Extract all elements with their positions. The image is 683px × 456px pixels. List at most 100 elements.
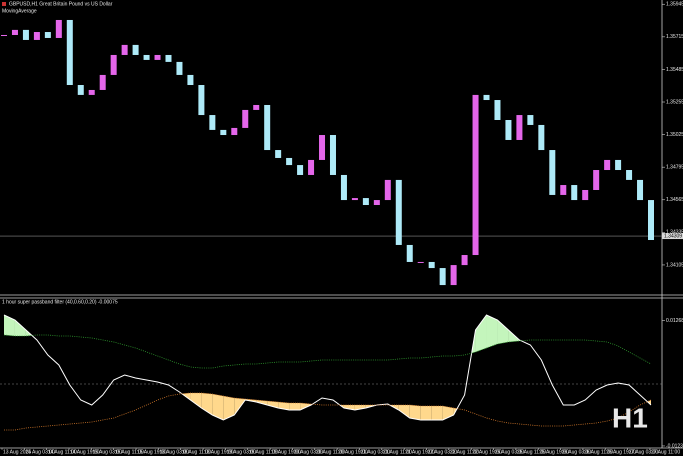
- band-fill: [289, 403, 301, 410]
- candle: [351, 198, 358, 201]
- candle: [527, 115, 534, 125]
- indicator-title: 1 hour super passband filter (40,0.60,0.…: [2, 299, 118, 305]
- x-tick-label: 14 Aug 19:00: [70, 449, 100, 455]
- candle: [450, 265, 457, 286]
- y-tick-label: 1.35025: [666, 132, 683, 138]
- candle: [538, 124, 545, 151]
- band-fill: [475, 315, 487, 352]
- y-tick-label: 1.35715: [666, 34, 683, 40]
- candle: [0, 34, 8, 36]
- x-tick-label: 21 Aug 19:00: [405, 449, 435, 455]
- candle: [571, 185, 578, 201]
- x-tick-label: 20 Aug 11:00: [316, 449, 345, 455]
- candle: [132, 44, 139, 55]
- candle: [220, 129, 227, 136]
- x-tick-label: 22 Aug 19:00: [472, 449, 502, 455]
- band-fill: [398, 405, 410, 418]
- symbol-icon: [2, 2, 6, 6]
- candle: [154, 54, 161, 60]
- x-tick-label: 14 Aug 11:00: [48, 449, 77, 455]
- candle: [439, 268, 446, 286]
- candle: [428, 261, 435, 269]
- x-tick-label: 26 Aug 03:00: [562, 449, 592, 455]
- candle: [55, 19, 62, 38]
- band-fill: [486, 315, 498, 348]
- candle: [417, 261, 424, 263]
- candle: [33, 32, 40, 40]
- candle: [615, 159, 622, 171]
- candle: [626, 170, 633, 180]
- band-fill: [190, 393, 202, 408]
- x-tick-label: 26 Aug 11:00: [584, 449, 613, 455]
- candle: [198, 85, 205, 116]
- x-tick-label: 15 Aug 19:00: [137, 449, 167, 455]
- y-tick-label: 1.35945: [666, 2, 683, 8]
- candle: [253, 104, 260, 110]
- y-tick-label: 1.34795: [666, 165, 683, 171]
- band-fill: [212, 394, 224, 420]
- candle: [187, 74, 194, 86]
- candle: [483, 94, 490, 101]
- x-tick-label: 19 Aug 03:00: [226, 449, 256, 455]
- candle: [176, 61, 183, 75]
- candle: [472, 94, 479, 256]
- candle: [494, 100, 501, 121]
- candle: [373, 200, 380, 206]
- x-tick-label: 18 Aug 19:00: [204, 449, 234, 455]
- candle: [516, 115, 523, 140]
- band-fill: [409, 405, 421, 420]
- candle: [340, 174, 347, 201]
- candle: [461, 255, 468, 266]
- candle: [165, 54, 172, 62]
- candle: [395, 179, 402, 245]
- candle: [44, 32, 51, 38]
- y-tick-label: 1.35255: [666, 99, 683, 105]
- candle: [560, 185, 567, 195]
- band-fill: [431, 406, 443, 420]
- x-tick-label: 25 Aug 11:00: [517, 449, 546, 455]
- x-tick-label: 14 Aug 03:00: [25, 449, 55, 455]
- x-tick-label: 13 Aug 2025: [3, 449, 31, 455]
- y-tick-label: 1.34335: [666, 230, 683, 236]
- band-fill: [354, 405, 366, 410]
- x-tick-label: 19 Aug 11:00: [249, 449, 278, 455]
- current-price-label: 1.34309: [664, 233, 682, 239]
- candle: [66, 19, 73, 86]
- candle: [593, 170, 600, 190]
- band-fill: [4, 315, 15, 336]
- candle: [329, 135, 336, 175]
- candle: [637, 179, 644, 201]
- x-tick-label: 25 Aug 19:00: [539, 449, 569, 455]
- candle: [505, 120, 512, 140]
- x-tick-label: 27 Aug 11:00: [651, 449, 680, 455]
- x-tick-label: 21 Aug 11:00: [383, 449, 412, 455]
- candle: [231, 127, 238, 136]
- candle: [286, 157, 293, 166]
- y-tick-label: -0.01239: [666, 443, 683, 449]
- band-fill: [223, 396, 235, 420]
- x-tick-label: 27 Aug 03:00: [629, 449, 659, 455]
- candle: [242, 109, 249, 128]
- x-tick-label: 15 Aug 03:00: [92, 449, 122, 455]
- candle: [384, 179, 391, 201]
- band-fill: [343, 405, 355, 410]
- x-tick-label: 22 Aug 03:00: [428, 449, 458, 455]
- x-tick-label: 22 Aug 11:00: [450, 449, 479, 455]
- indicator-name: MovingAverage: [2, 8, 37, 14]
- band-fill: [420, 406, 432, 420]
- current-price-box: [662, 233, 683, 240]
- candle: [297, 165, 304, 175]
- candle: [582, 189, 589, 201]
- y-tick-label: 1.34105: [666, 262, 683, 268]
- chart-title: GBPUSD,H1 Great Britain Pound vs US Doll…: [9, 1, 113, 7]
- timeframe-badge: H1: [612, 402, 648, 433]
- candle: [308, 159, 315, 175]
- candle: [77, 85, 84, 95]
- y-tick-label: 0.01268: [666, 318, 683, 324]
- candle: [88, 89, 95, 95]
- x-tick-label: 21 Aug 03:00: [361, 449, 391, 455]
- y-tick-label: 1.35485: [666, 67, 683, 73]
- band-line: [3, 334, 652, 369]
- y-tick-label: 1.34565: [666, 197, 683, 203]
